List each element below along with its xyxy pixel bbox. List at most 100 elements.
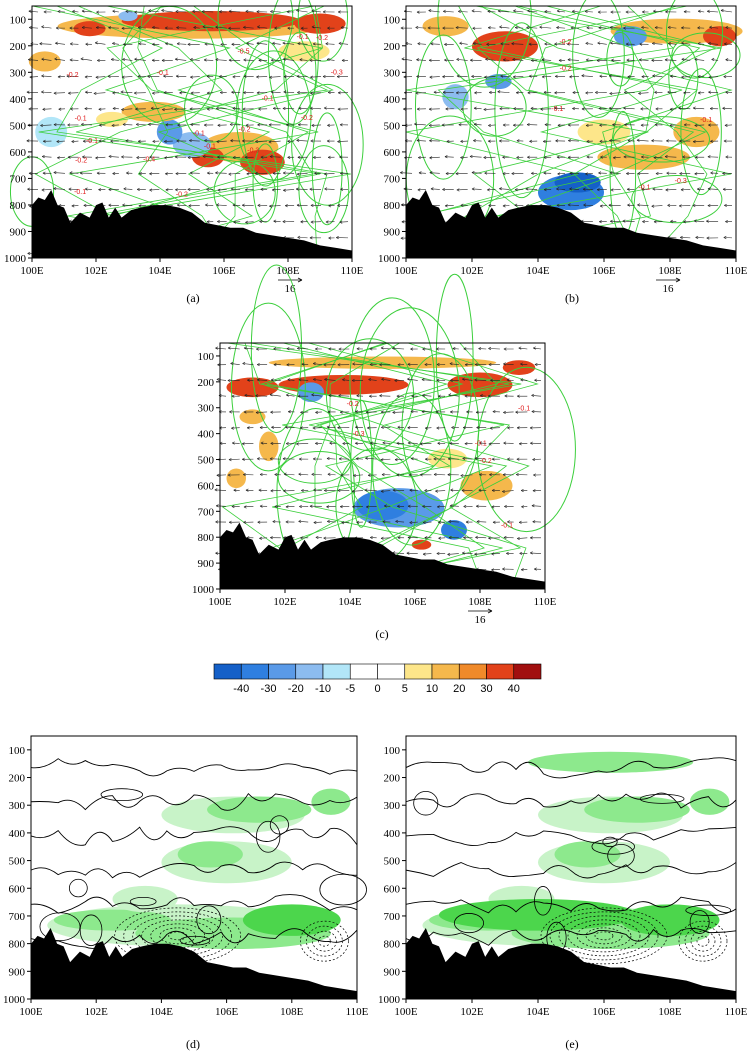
- wind-vector-head: [342, 378, 345, 382]
- wind-vector-head: [543, 139, 546, 144]
- wind-vector-head: [215, 171, 218, 175]
- wind-vector: [138, 43, 146, 45]
- green-contour: [283, 342, 485, 590]
- wind-vector-head: [608, 203, 612, 207]
- x-tick-label: 100E: [208, 596, 232, 608]
- wind-vector-head: [599, 123, 603, 127]
- black-contour: [30, 861, 358, 879]
- wind-vector-head: [447, 457, 451, 461]
- wind-vector-head: [134, 57, 138, 61]
- wind-vector-head: [327, 155, 331, 159]
- green-contour: [462, 78, 527, 137]
- wind-vector-head: [164, 26, 168, 30]
- wind-vector: [455, 27, 468, 29]
- wind-vector: [458, 11, 468, 13]
- wind-vector-head: [270, 489, 274, 493]
- wind-vector-head: [680, 235, 683, 240]
- wind-vector-head: [175, 74, 179, 78]
- wind-vector: [287, 379, 295, 381]
- wind-vector-head: [518, 442, 522, 446]
- wind-vector: [269, 205, 281, 207]
- wind-vector-head: [85, 90, 88, 94]
- contour-label: -0.3: [352, 431, 364, 438]
- y-tick-label: 300: [384, 800, 401, 812]
- wind-vector: [392, 348, 405, 350]
- wind-vector-head: [108, 188, 112, 192]
- wind-vector-head: [340, 473, 344, 477]
- wind-vector-head: [462, 377, 465, 381]
- wind-vector-head: [491, 488, 495, 492]
- wind-vector-head: [706, 219, 709, 223]
- wind-vector: [653, 10, 663, 13]
- x-tick-label: 108E: [468, 596, 492, 608]
- y-tick-label: 500: [9, 856, 26, 868]
- wind-vector-head: [295, 187, 299, 191]
- wind-vector-head: [581, 107, 585, 111]
- wind-vector: [484, 76, 496, 78]
- wind-vector-head: [57, 75, 61, 79]
- wind-vector-head: [437, 505, 440, 509]
- wind-vector-head: [711, 57, 715, 62]
- wind-vector-head: [84, 75, 88, 79]
- wind-vector-head: [417, 188, 421, 192]
- wind-vector-head: [544, 42, 548, 46]
- y-tick-label: 300: [384, 67, 401, 79]
- wind-vector-head: [311, 123, 315, 128]
- wind-vector-head: [397, 363, 401, 367]
- green-contour: [266, 342, 527, 590]
- wind-vector: [54, 58, 65, 61]
- wind-vector: [541, 59, 552, 61]
- wind-vector-head: [490, 378, 493, 382]
- wind-vector-head: [227, 473, 231, 477]
- wind-vector-head: [27, 251, 31, 256]
- y-tick-label: 100: [10, 14, 27, 26]
- dashed-contour: [678, 920, 728, 962]
- wind-vector-head: [534, 362, 538, 367]
- wind-vector-head: [456, 57, 460, 61]
- wind-vector-head: [69, 42, 73, 46]
- wind-vector-head: [654, 123, 658, 127]
- shade-blob: [411, 539, 432, 550]
- wind-vector-head: [163, 91, 167, 95]
- wind-vector: [29, 76, 39, 78]
- wind-vector-head: [327, 519, 330, 523]
- colorbar: -40 -30 -20 -10 -5 0 5 10 20 30 40: [213, 663, 542, 695]
- wind-vector-head: [29, 25, 32, 30]
- wind-vector-head: [296, 74, 300, 78]
- wind-vector-head: [229, 410, 232, 414]
- wind-vector: [423, 553, 432, 555]
- wind-vector: [403, 188, 413, 190]
- wind-vector-head: [683, 123, 687, 127]
- x-tick-label: 102E: [85, 1006, 109, 1018]
- wind-vector-head: [517, 536, 520, 541]
- wind-vector-head: [679, 172, 683, 176]
- wind-vector: [490, 427, 500, 429]
- wind-vector: [296, 10, 308, 13]
- wind-vector-head: [231, 426, 234, 430]
- wind-vector-head: [488, 442, 492, 446]
- wind-vector: [269, 76, 281, 78]
- wind-vector-head: [257, 123, 261, 127]
- wind-vector-head: [569, 75, 573, 79]
- wind-vector-head: [217, 123, 221, 127]
- wind-vector: [429, 124, 440, 126]
- wind-vector-head: [274, 472, 278, 477]
- wind-vector: [417, 43, 426, 45]
- colorbar-swatch: [322, 663, 351, 680]
- contour-label: -0.2: [301, 115, 313, 122]
- wind-vector: [422, 395, 432, 397]
- wind-vector-head: [315, 535, 319, 539]
- green-contour: [414, 34, 472, 180]
- black-contour: [405, 792, 737, 809]
- wind-vector-head: [322, 74, 326, 79]
- wind-vector-head: [110, 139, 114, 143]
- y-tick-label: 400: [198, 429, 215, 441]
- wind-vector-head: [355, 441, 358, 445]
- y-tick-label: 200: [384, 41, 401, 53]
- wind-vector-head: [274, 26, 278, 30]
- wind-vector: [68, 92, 79, 94]
- wind-vector-head: [310, 91, 313, 95]
- wind-vector: [148, 10, 160, 13]
- wind-vector-head: [272, 520, 276, 524]
